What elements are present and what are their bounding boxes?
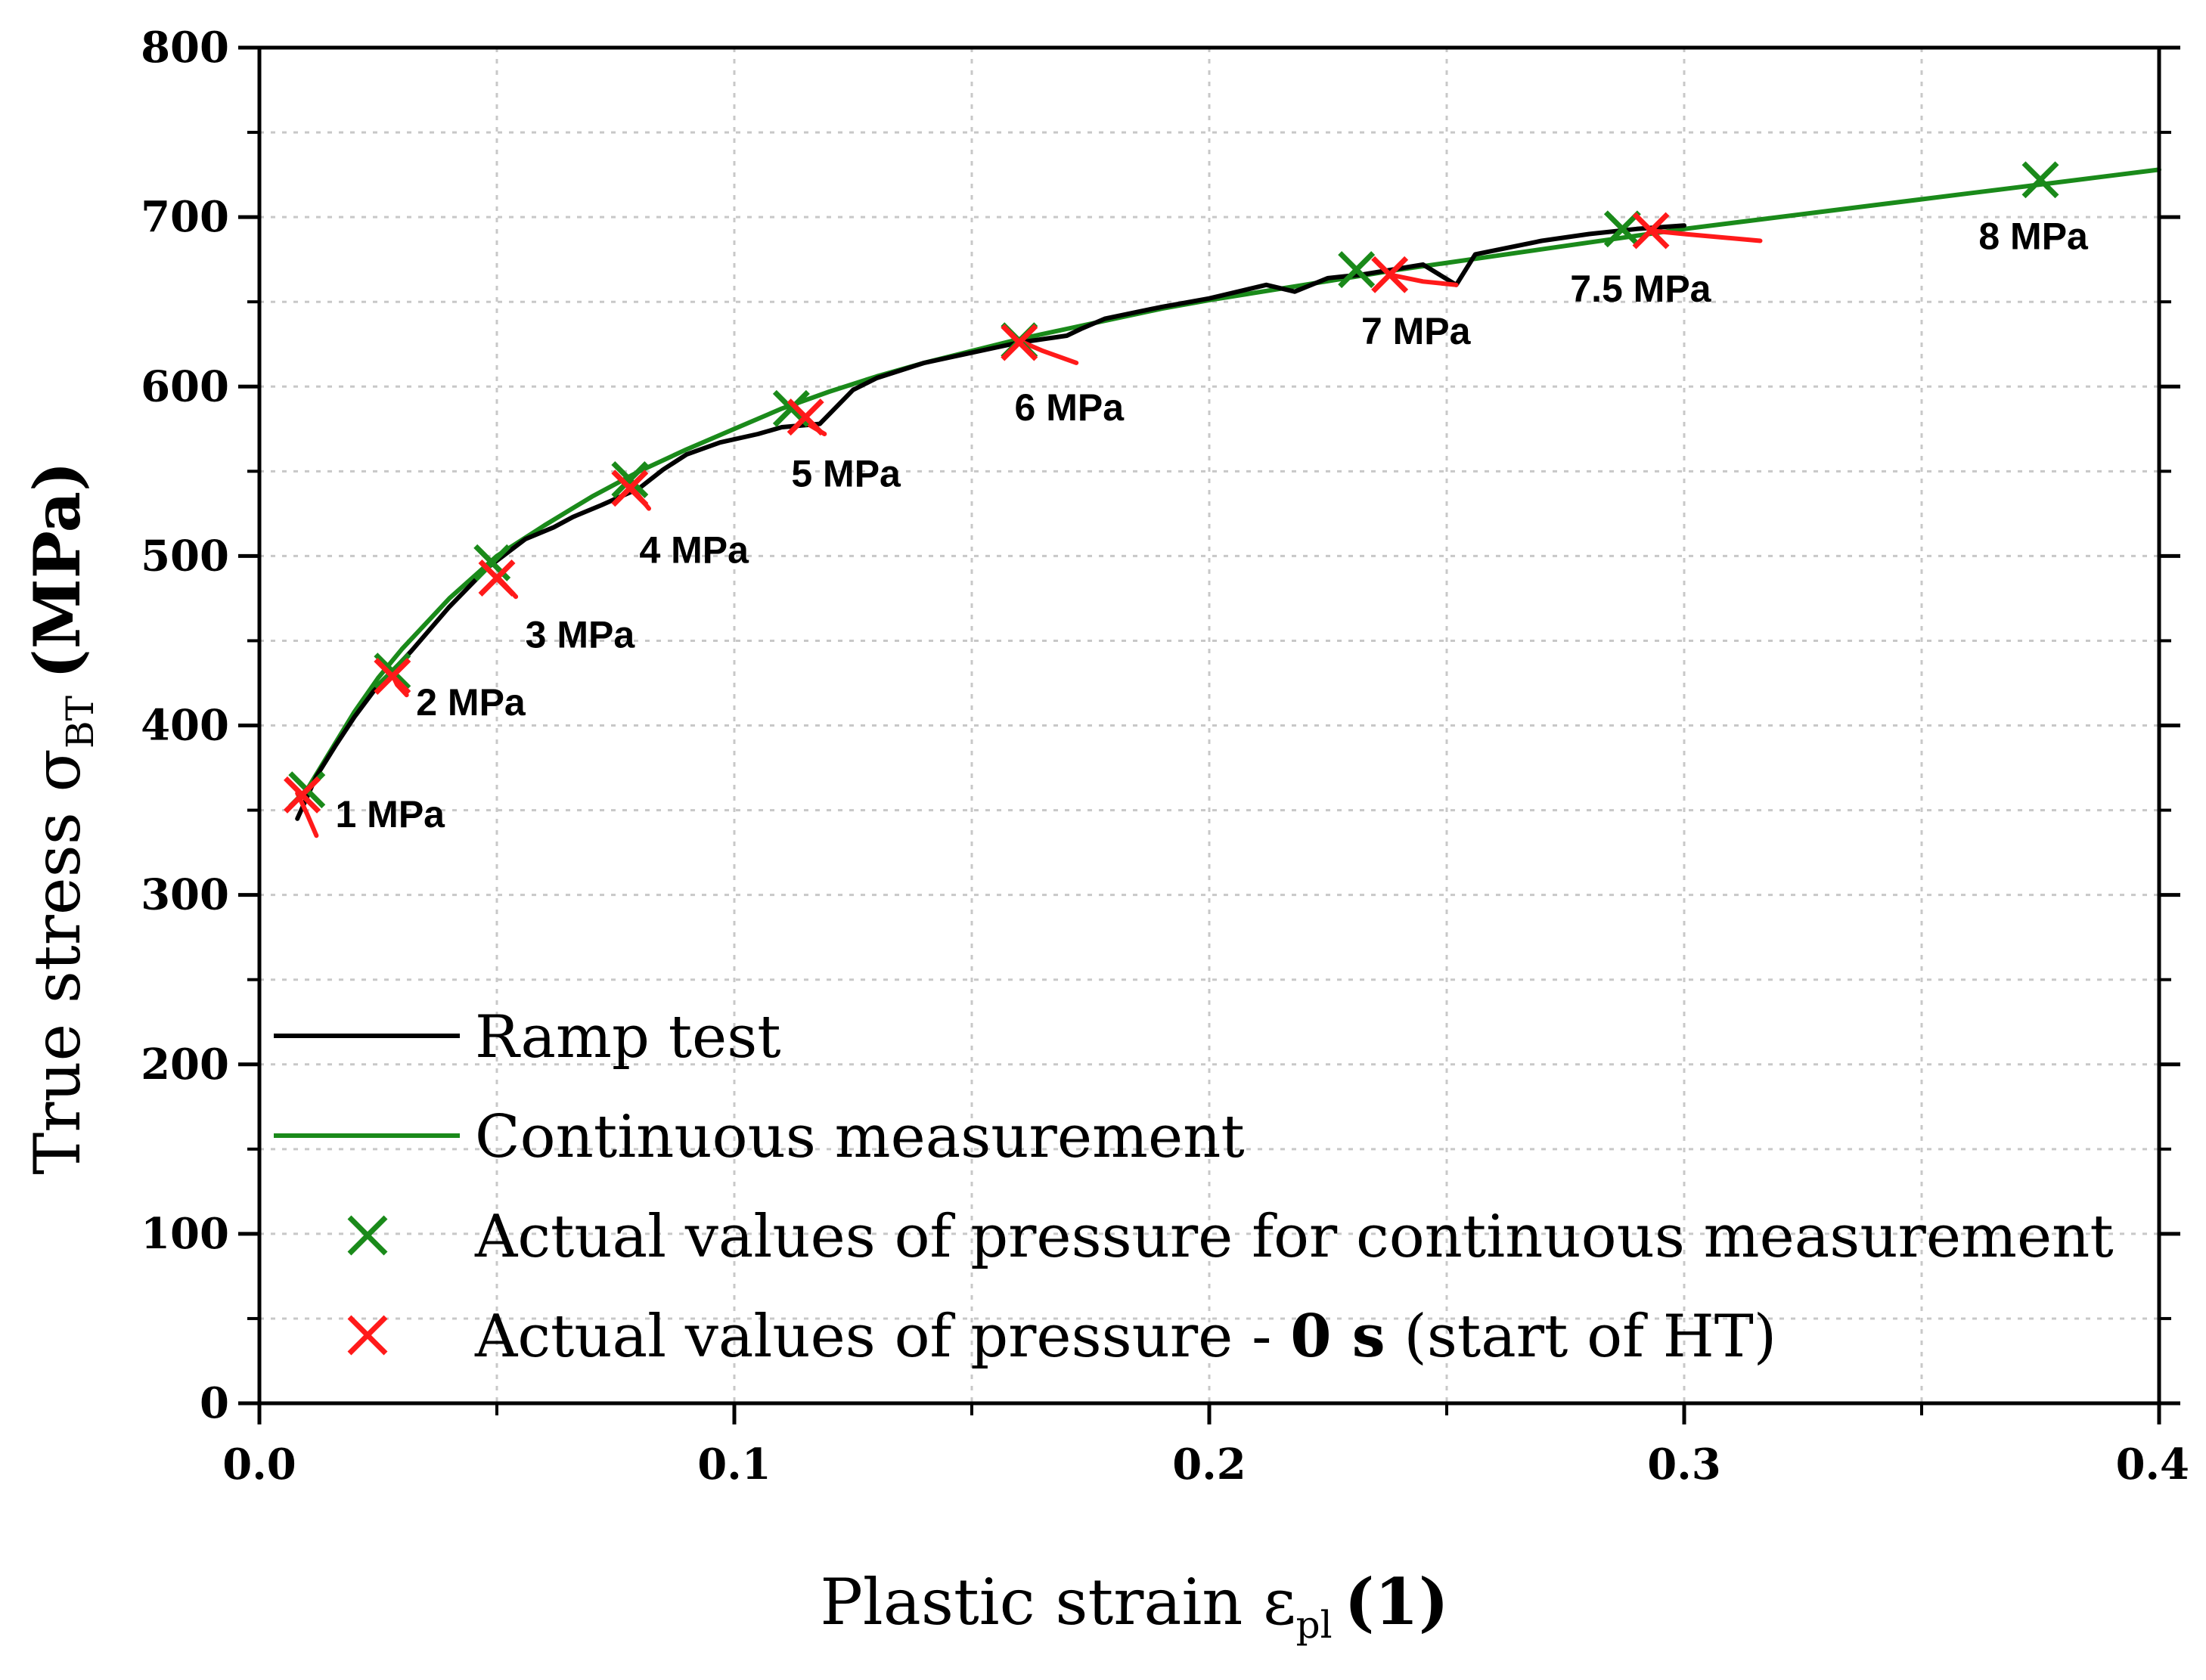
x-axis-title-unit: (1)	[1345, 1564, 1449, 1639]
green-marker-2-mpa	[374, 652, 411, 690]
x-tick-label: 0.3	[1647, 1440, 1720, 1489]
pressure-annotation: 4 MPa	[639, 528, 749, 571]
green-marker-4-mpa	[611, 461, 649, 498]
legend-red-marker-label-bold: 0 s	[1290, 1302, 1385, 1371]
x-tick-label: 0.0	[222, 1440, 296, 1489]
x-tick-label: 0.2	[1172, 1440, 1246, 1489]
ramp-test-relaxation-6-mpa-line	[1016, 338, 1079, 365]
y-tick-label: 500	[141, 531, 229, 581]
red-marker-2-mpa	[374, 658, 411, 695]
y-tick-label: 400	[141, 701, 229, 751]
y-tick-label: 100	[141, 1209, 229, 1259]
legend: Ramp test Continuous measurement Actual …	[274, 1003, 2114, 1371]
y-axis-title-main: True stress	[20, 792, 95, 1174]
x-tick-label: 0.4	[2116, 1440, 2189, 1489]
legend-green-marker-label: Actual values of pressure for continuous…	[474, 1203, 2114, 1271]
green-marker-8-mpa	[2021, 161, 2059, 199]
x-axis-title-main: Plastic strain	[820, 1565, 1263, 1639]
red-marker-4-mpa	[611, 470, 649, 507]
continuous-measurement-line	[304, 167, 2161, 792]
pressure-annotation: 3 MPa	[526, 613, 636, 656]
legend-continuous-label: Continuous measurement	[475, 1103, 1245, 1171]
pressure-annotation: 1 MPa	[335, 793, 445, 835]
ramp-test-line	[295, 223, 1686, 821]
x-axis-title: Plastic strain εpl (1)	[820, 1564, 1448, 1647]
y-tick-label: 200	[141, 1040, 229, 1090]
pressure-annotation: 2 MPa	[416, 681, 526, 724]
legend-red-marker-label-post: (start of HT)	[1385, 1303, 1777, 1371]
red-marker-3-mpa	[478, 559, 516, 597]
y-axis-title-unit: (MPa)	[20, 461, 95, 679]
red-marker-7.5-mpa	[1632, 212, 1670, 250]
y-axis-title-sub: BT	[58, 696, 102, 749]
pressure-annotation: 7.5 MPa	[1570, 268, 1711, 310]
legend-red-marker-label: Actual values of pressure - 0 s (start o…	[474, 1302, 1776, 1371]
green-marker-7-mpa	[1338, 251, 1376, 289]
x-axis-title-symbol: ε	[1263, 1565, 1296, 1639]
red-marker-1-mpa	[284, 776, 321, 814]
y-tick-label: 300	[141, 870, 229, 920]
grid	[259, 48, 2159, 1403]
y-axis-title: True stress σBT (MPa)	[20, 461, 102, 1175]
pressure-annotation: 7 MPa	[1361, 310, 1472, 352]
y-tick-label: 0	[200, 1378, 229, 1428]
x-axis-title-sub: pl	[1296, 1603, 1333, 1647]
y-tick-label: 700	[141, 192, 229, 242]
y-tick-label: 800	[141, 23, 229, 73]
ramp-test-relaxation-7.5-mpa-line	[1649, 228, 1763, 243]
pressure-annotation: 6 MPa	[1015, 386, 1125, 429]
legend-red-marker-icon	[347, 1315, 388, 1356]
red-marker-7-mpa	[1371, 256, 1409, 293]
legend-green-marker-icon	[347, 1215, 388, 1256]
red-marker-6-mpa	[1001, 324, 1038, 361]
legend-ramp-label: Ramp test	[475, 1003, 781, 1071]
legend-red-marker-label-pre: Actual values of pressure -	[474, 1303, 1290, 1371]
y-axis-title-symbol: σ	[20, 749, 95, 792]
series-layer	[295, 167, 2161, 838]
green-marker-7.5-mpa	[1603, 210, 1641, 248]
x-tick-label: 0.1	[697, 1440, 771, 1489]
pressure-annotation: 5 MPa	[791, 452, 901, 494]
ramp-test-relaxation-7-mpa-line	[1387, 272, 1459, 287]
marker-layer	[284, 161, 2059, 814]
pressure-annotation: 8 MPa	[1978, 215, 2089, 258]
red-marker-5-mpa	[787, 398, 824, 436]
tick-layer: 0 100 200 300 400 500 600 700 800 0.0 0.1 0.2 0.3 0.4	[141, 23, 2189, 1489]
y-tick-label: 600	[141, 361, 229, 411]
